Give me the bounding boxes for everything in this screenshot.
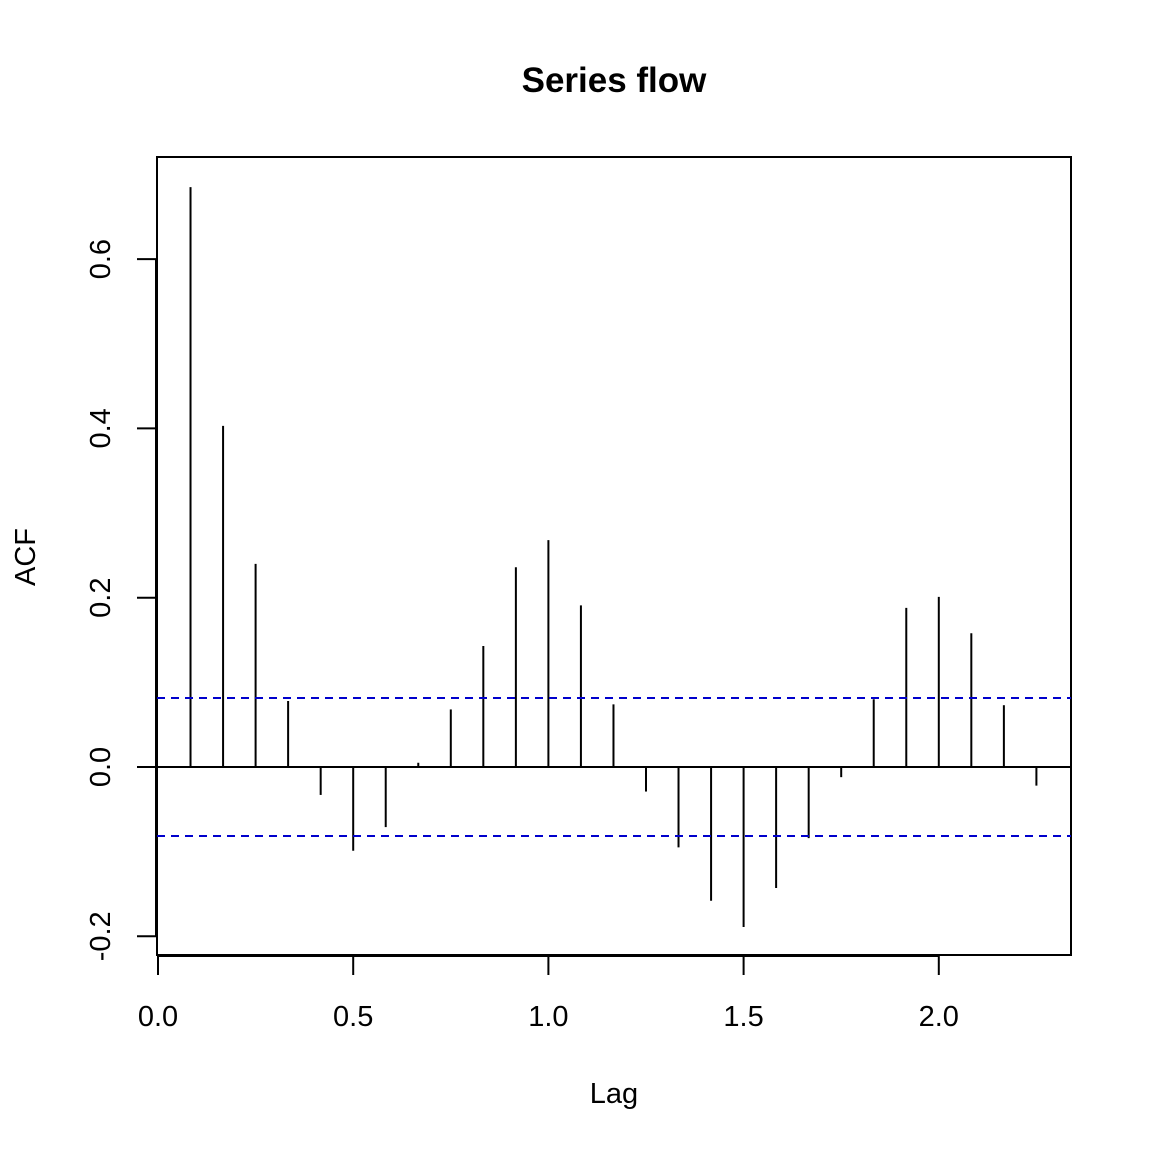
y-tick-label: 0.6 [85, 239, 117, 279]
x-tick-label: 1.5 [723, 1001, 763, 1033]
x-tick-label: 1.0 [528, 1001, 568, 1033]
y-tick-label: 0.2 [85, 578, 117, 618]
y-axis-label: ACF [10, 528, 42, 586]
y-tick-label: -0.2 [85, 911, 117, 961]
chart-title: Series flow [522, 61, 708, 100]
x-tick-label: 0.5 [333, 1001, 373, 1033]
y-tick-label: 0.4 [85, 408, 117, 448]
acf-spikes [157, 187, 1071, 927]
y-tick-label: 0.0 [85, 747, 117, 787]
x-tick-label: 0.0 [138, 1001, 178, 1033]
x-axis-label: Lag [590, 1078, 638, 1110]
y-axis: -0.2 0.0 0.2 0.4 0.6 [85, 239, 157, 961]
x-tick-label: 2.0 [919, 1001, 959, 1033]
x-axis: 0.0 0.5 1.0 1.5 2.0 [138, 955, 959, 1033]
confidence-bounds [157, 697, 1071, 837]
